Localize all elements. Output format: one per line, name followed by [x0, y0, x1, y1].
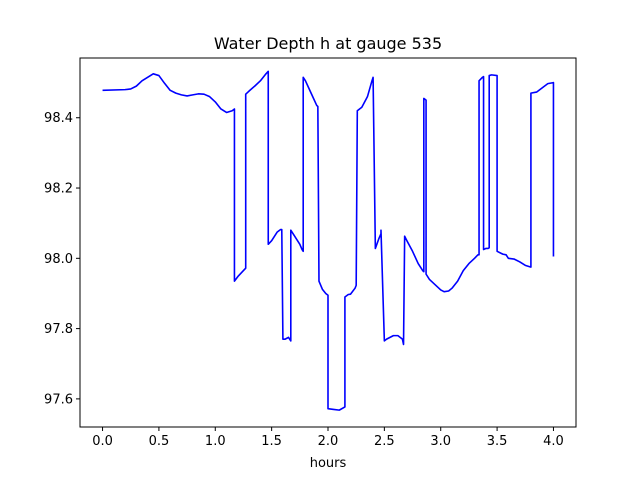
y-tick-label: 98.2	[44, 182, 73, 197]
x-tick-label: 2.0	[318, 434, 339, 449]
water-depth-series-line	[102, 70, 555, 411]
x-tick-label: 0.0	[92, 434, 113, 449]
x-tick-label: 1.0	[205, 434, 226, 449]
x-tick-label: 3.0	[430, 434, 451, 449]
x-tick-label: 4.0	[543, 434, 564, 449]
y-tick-label: 97.8	[44, 322, 73, 337]
chart-title: Water Depth h at gauge 535	[214, 34, 442, 53]
y-tick-label: 98.0	[44, 252, 73, 267]
x-tick-label: 1.5	[261, 434, 282, 449]
x-tick-label: 0.5	[149, 434, 170, 449]
x-tick-label: 3.5	[487, 434, 508, 449]
y-axis: 97.6 97.8 98.0 98.2 98.4	[44, 111, 80, 407]
x-tick-label: 2.5	[374, 434, 395, 449]
y-tick-label: 97.6	[44, 392, 73, 407]
x-axis-label: hours	[310, 456, 347, 471]
y-tick-label: 98.4	[44, 111, 73, 126]
plot-series-group	[102, 70, 555, 411]
x-axis: 0.0 0.5 1.0 1.5 2.0 2.5 3.0 3.5 4.0	[92, 427, 564, 449]
